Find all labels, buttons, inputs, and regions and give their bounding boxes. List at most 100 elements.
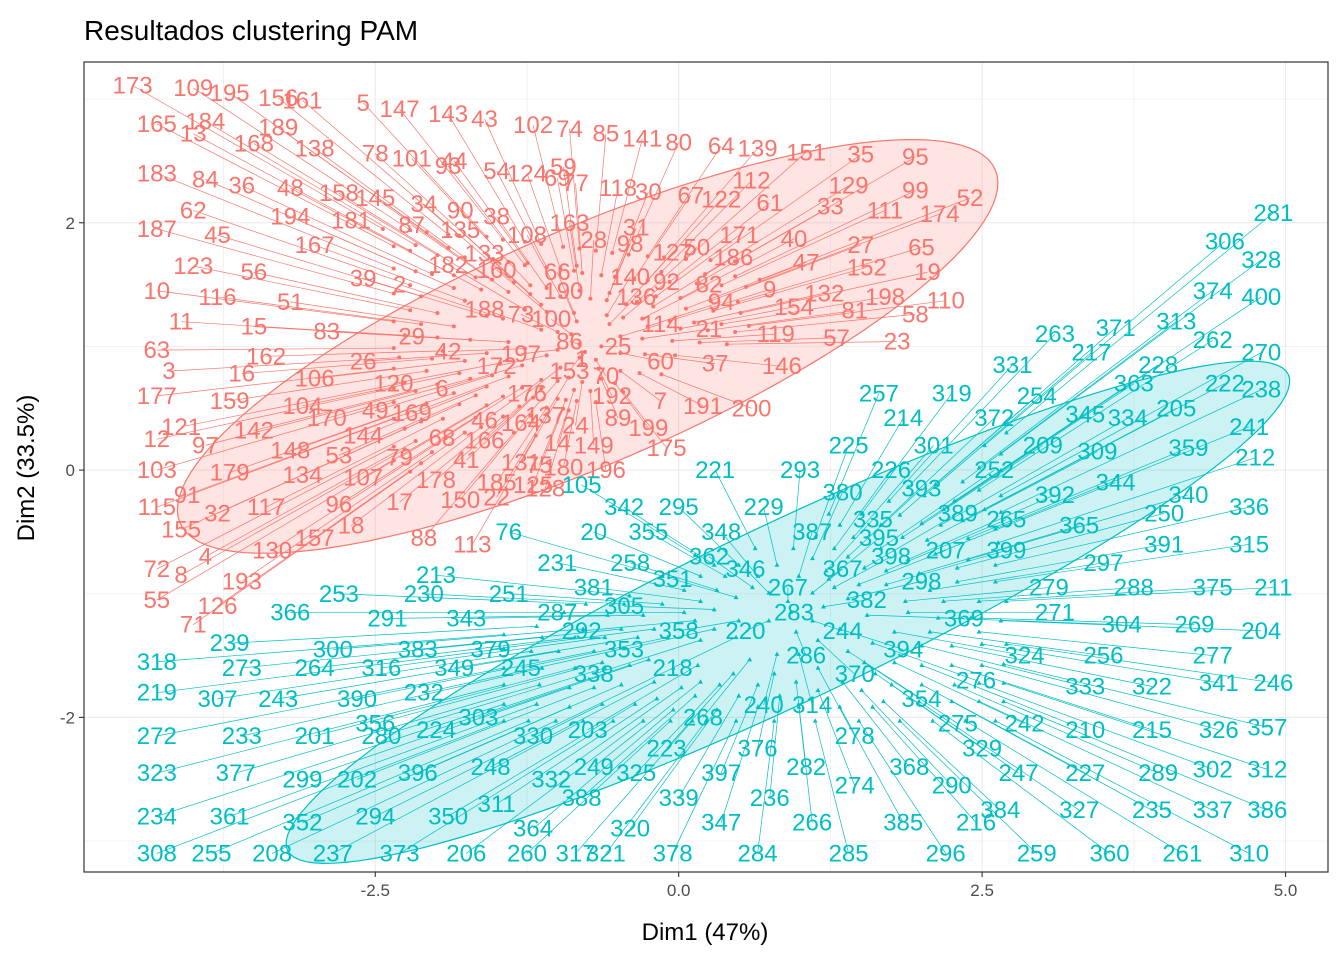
leader-line [740,271,928,314]
leader-line [156,123,394,247]
point-label: 20 [580,519,607,546]
leader-line [590,240,595,299]
data-point [479,425,484,430]
leader-line [918,701,1080,811]
point-label: 33 [817,194,844,221]
leader-line [666,673,734,749]
point-label: 362 [689,544,729,571]
data-point [607,322,612,327]
leader-line [1000,620,1262,632]
data-point [766,590,772,595]
point-label: 121 [161,414,201,441]
point-label: 129 [829,173,869,200]
leader-line [581,484,696,556]
data-point [391,244,396,249]
data-point [952,682,957,687]
point-label: 295 [659,494,699,521]
data-point [793,629,799,634]
data-point [539,242,544,247]
point-label: 80 [665,129,692,156]
leader-line [672,720,737,854]
point-label: 45 [204,222,231,249]
data-point [837,522,843,527]
data-point [577,288,582,293]
point-label: 213 [416,562,456,589]
leader-line [217,463,422,607]
data-point [968,615,974,620]
data-point [391,366,396,371]
point-label: 91 [174,482,201,509]
data-point [391,291,396,296]
data-point [837,626,843,631]
point-label: 211 [1254,575,1292,602]
point-label: 204 [1241,618,1281,645]
point-label: 254 [1017,383,1057,410]
leader-line [593,639,701,675]
leader-line [271,437,446,551]
point-label: 349 [434,655,474,682]
leader-line [314,244,465,302]
leader-line [624,605,715,610]
data-point [733,594,739,600]
point-label: 218 [653,655,693,682]
point-label: 108 [507,222,547,249]
data-point [930,718,936,723]
data-point [659,601,665,606]
point-label: 37 [702,351,729,378]
data-point [599,376,604,381]
data-point [593,357,598,362]
point-label: 396 [398,760,438,787]
data-point [490,257,495,262]
leader-line [839,706,904,823]
data-point [919,520,925,526]
point-label: 198 [865,284,905,311]
data-point [555,396,560,401]
data-point [810,618,815,623]
point-label: 31 [623,215,650,242]
leader-line [459,210,531,286]
data-point [1003,641,1009,646]
leader-line [769,695,781,798]
leader-line [793,470,801,549]
point-label: 57 [823,325,850,352]
leader-line [647,301,722,327]
leader-line [629,709,718,829]
leader-line [193,471,411,625]
leader-line [575,381,583,426]
leader-line [532,124,564,247]
data-point [719,283,724,288]
leader-line [302,706,570,823]
leader-line [714,469,756,549]
leader-line [532,408,564,486]
y-axis-ticks: -2 0 2 [60,214,84,727]
point-label: 188 [464,296,504,323]
leader-line [271,720,556,854]
point-label: 364 [513,816,553,843]
point-label: 365 [1059,513,1099,540]
data-point [451,285,456,290]
data-point [714,707,720,712]
leader-line [1006,643,1274,684]
point-label: 84 [192,166,219,193]
data-point [870,704,875,709]
point-label: 116 [198,284,236,311]
leader-line [899,720,1037,854]
point-label: 210 [1065,717,1105,744]
data-point [591,684,597,690]
leader-line [839,628,904,650]
point-label: 94 [708,289,735,316]
data-point [965,535,971,541]
leader-line [496,269,547,313]
leader-line [886,519,1007,571]
data-point [473,275,478,280]
data-point [667,318,672,323]
leader-line [156,667,504,737]
point-label: 351 [653,566,693,593]
leader-line [526,720,671,854]
data-point [733,329,738,334]
data-point [443,436,448,441]
data-point [626,252,631,257]
point-label: 236 [750,785,790,812]
